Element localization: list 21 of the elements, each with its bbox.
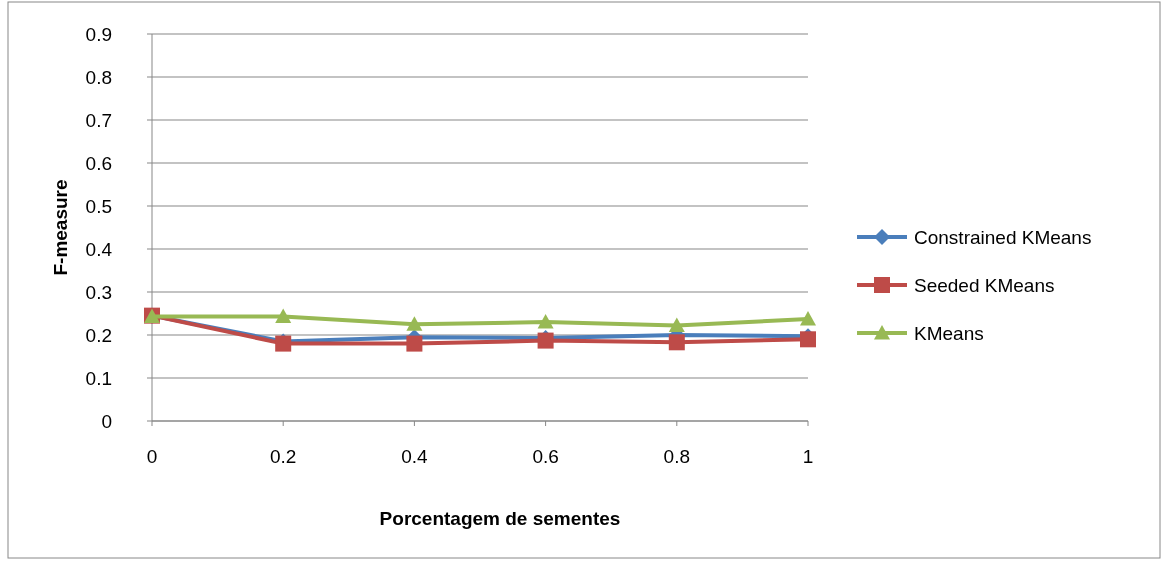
y-tick-label: 0.7 [85,109,112,131]
y-tick-label: 0 [101,410,112,432]
y-tick-label: 0.9 [85,23,112,45]
x-tick-label: 1 [802,446,814,467]
legend-label: Seeded KMeans [914,274,1055,296]
y-tick-label: 0.4 [85,238,113,260]
x-tick-label: 0 [146,446,158,467]
y-tick-label: 0.1 [85,367,112,389]
x-tick-label: 0.6 [532,446,559,467]
y-tick-label: 0.5 [85,195,112,217]
y-axis-title: F-measure [50,179,71,276]
x-tick-label: 0.2 [269,446,297,467]
legend-label: Constrained KMeans [914,226,1092,248]
x-tick-label: 0.4 [401,446,429,467]
y-tick-label: 0.8 [85,66,112,88]
y-tick-label: 0.3 [85,281,112,303]
y-tick-label: 0.2 [85,324,112,346]
y-tick-label: 0.6 [85,152,112,174]
x-axis-title: Porcentagem de sementes [379,508,621,529]
x-tick-label: 0.8 [663,446,691,467]
legend-label: KMeans [914,322,984,344]
